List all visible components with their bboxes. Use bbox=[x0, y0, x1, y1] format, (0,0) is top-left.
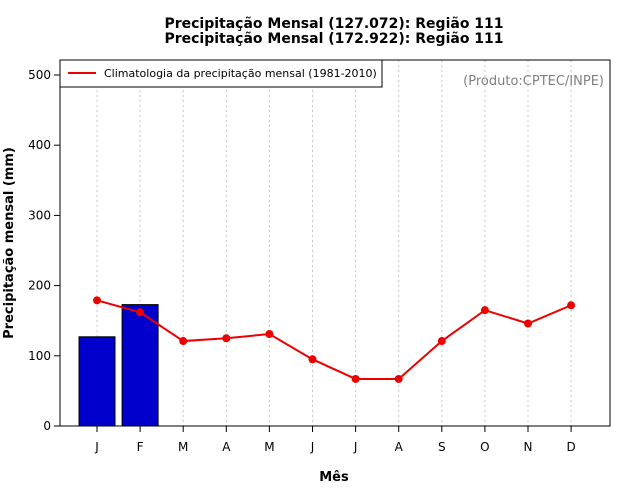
climatology-point-7 bbox=[394, 374, 403, 383]
climatology-point-10 bbox=[524, 319, 532, 328]
x-axis-label: Mês bbox=[319, 470, 349, 485]
climatology-point-6 bbox=[351, 374, 360, 383]
x-tick-label-10: N bbox=[524, 440, 533, 454]
x-tick-label-4: M bbox=[264, 440, 274, 454]
y-tick-label-1: 100 bbox=[28, 349, 51, 363]
x-tick-label-2: M bbox=[178, 440, 188, 454]
legend: Climatologia da precipitação mensal (198… bbox=[59, 59, 383, 88]
legend-box bbox=[59, 59, 383, 88]
y-tick-label-3: 300 bbox=[28, 208, 51, 222]
bar-1 bbox=[121, 304, 159, 427]
climatology-point-11 bbox=[567, 301, 576, 310]
bar-0 bbox=[78, 336, 116, 427]
x-tick-label-5: J bbox=[310, 440, 315, 454]
legend-label: Climatologia da precipitação mensal (198… bbox=[104, 67, 377, 80]
climatology-point-8 bbox=[437, 337, 446, 346]
y-tick-label-2: 200 bbox=[28, 279, 51, 293]
climatology-point-4 bbox=[265, 330, 274, 339]
climatology-series bbox=[93, 296, 576, 383]
climatology-point-0 bbox=[93, 296, 101, 305]
y-axis-label: Precipitação mensal (mm) bbox=[2, 147, 17, 339]
y-tick-label-0: 0 bbox=[43, 419, 51, 433]
climatology-point-5 bbox=[308, 355, 317, 364]
chart-title-line-1: Precipitação Mensal (127.072): Região 11… bbox=[164, 16, 503, 32]
x-tick-label-0: J bbox=[94, 440, 99, 454]
climatology-point-1 bbox=[136, 308, 145, 317]
source-note: (Produto:CPTEC/INPE) bbox=[463, 74, 604, 89]
y-tick-label-4: 400 bbox=[28, 138, 51, 152]
x-tick-label-7: A bbox=[395, 440, 404, 454]
climatology-point-3 bbox=[222, 334, 231, 343]
grid-lines bbox=[96, 60, 572, 426]
x-tick-label-11: D bbox=[566, 440, 575, 454]
y-tick-label-5: 500 bbox=[28, 68, 51, 82]
climatology-point-9 bbox=[480, 306, 489, 315]
x-tick-label-1: F bbox=[137, 440, 144, 454]
climatology-point-2 bbox=[179, 337, 188, 346]
chart-title-line-2: Precipitação Mensal (172.922): Região 11… bbox=[164, 31, 503, 47]
y-axis: 0 100 200 300 400 500 bbox=[28, 68, 60, 433]
climatology-line bbox=[96, 299, 572, 380]
x-tick-label-3: A bbox=[222, 440, 231, 454]
x-tick-label-9: O bbox=[480, 440, 489, 454]
bar-series bbox=[78, 304, 159, 427]
x-tick-label-8: S bbox=[438, 440, 446, 454]
x-tick-label-6: J bbox=[353, 440, 358, 454]
